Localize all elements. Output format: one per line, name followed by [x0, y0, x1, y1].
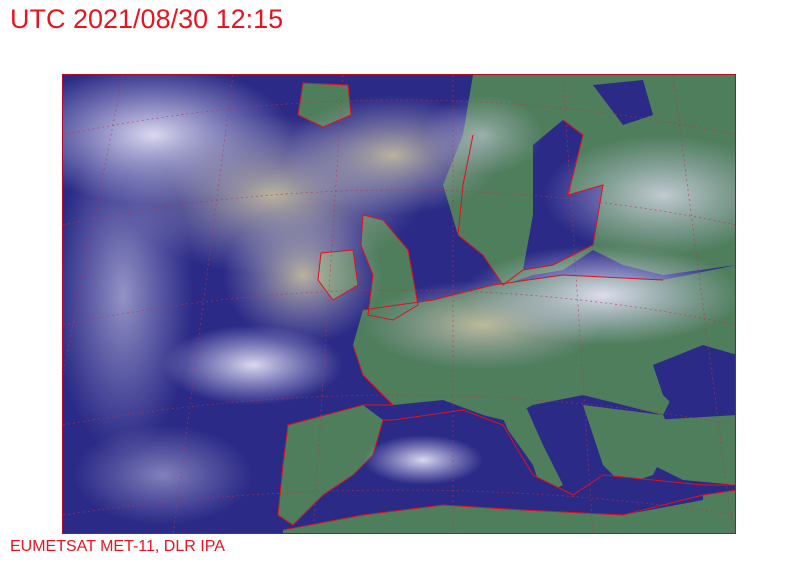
clouds: [63, 75, 735, 525]
timestamp-title: UTC 2021/08/30 12:15: [10, 4, 284, 34]
lat-lon-grid: [63, 75, 735, 533]
image-credit: EUMETSAT MET-11, DLR IPA: [10, 538, 225, 555]
satellite-image: [62, 74, 736, 534]
satellite-map: [63, 75, 735, 533]
